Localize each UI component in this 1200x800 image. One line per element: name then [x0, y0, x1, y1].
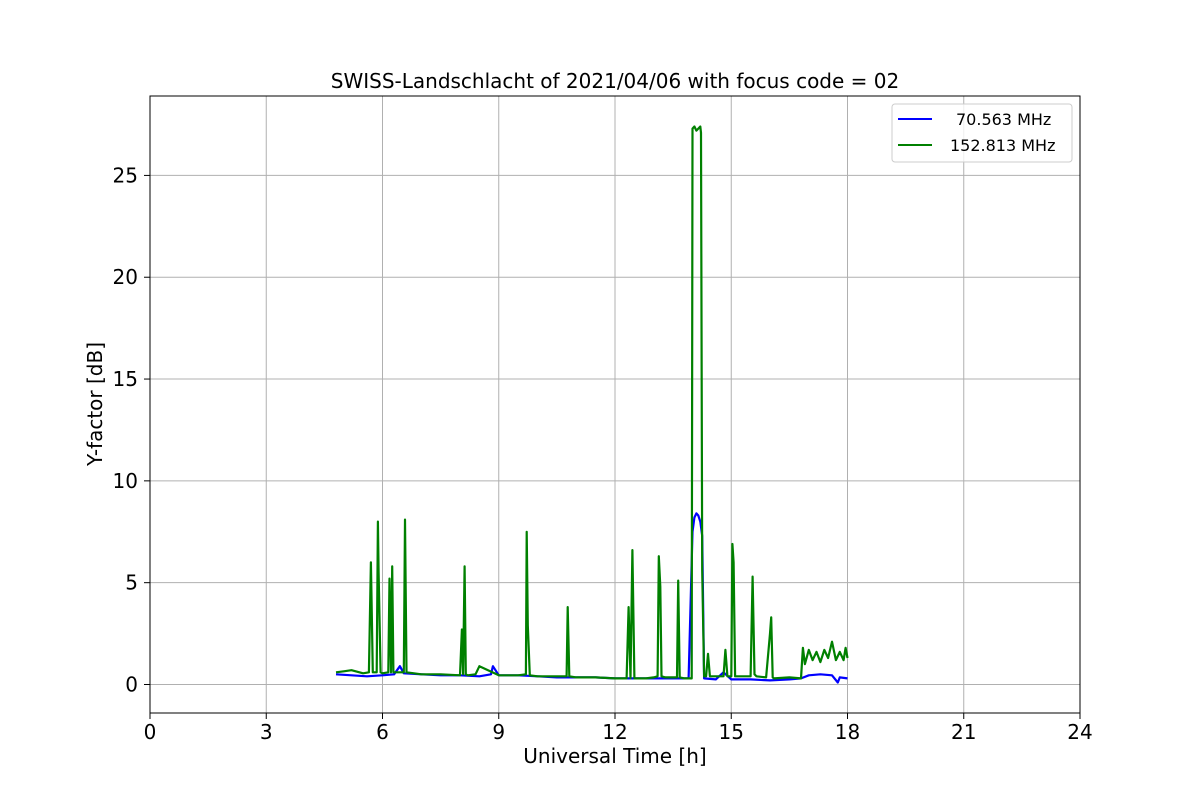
y-axis-label: Y-factor [dB]: [83, 342, 107, 467]
legend-box: [891, 103, 1073, 163]
x-tick-label: 15: [719, 720, 744, 744]
series-line-152mhz: [335, 125, 849, 680]
legend: 70.563 MHz 152.813 MHz: [891, 103, 1073, 163]
y-tick-label: 0: [125, 672, 138, 696]
x-tick-label: 21: [951, 720, 976, 744]
x-axis-label: Universal Time [h]: [523, 744, 706, 768]
y-tick-label: 10: [113, 469, 138, 493]
x-tick-label: 0: [144, 720, 157, 744]
legend-label-70mhz: 70.563 MHz: [956, 110, 1051, 129]
y-tick-label: 5: [125, 571, 138, 595]
series-layer: [335, 125, 849, 684]
y-tick-label: 15: [113, 367, 138, 391]
x-tick-label: 9: [492, 720, 505, 744]
y-tick-label: 20: [113, 265, 138, 289]
x-tick-label: 3: [260, 720, 273, 744]
x-tick-label: 6: [376, 720, 389, 744]
tick-layer: 0 3 6 9 12 15 18 21 24 0 5 10 15 20 25: [113, 163, 1093, 744]
x-tick-label: 18: [835, 720, 860, 744]
y-tick-label: 25: [113, 163, 138, 187]
chart-title: SWISS-Landschlacht of 2021/04/06 with fo…: [331, 69, 899, 93]
legend-label-152mhz: 152.813 MHz: [950, 136, 1055, 155]
x-tick-label: 24: [1067, 720, 1092, 744]
x-tick-label: 12: [602, 720, 627, 744]
